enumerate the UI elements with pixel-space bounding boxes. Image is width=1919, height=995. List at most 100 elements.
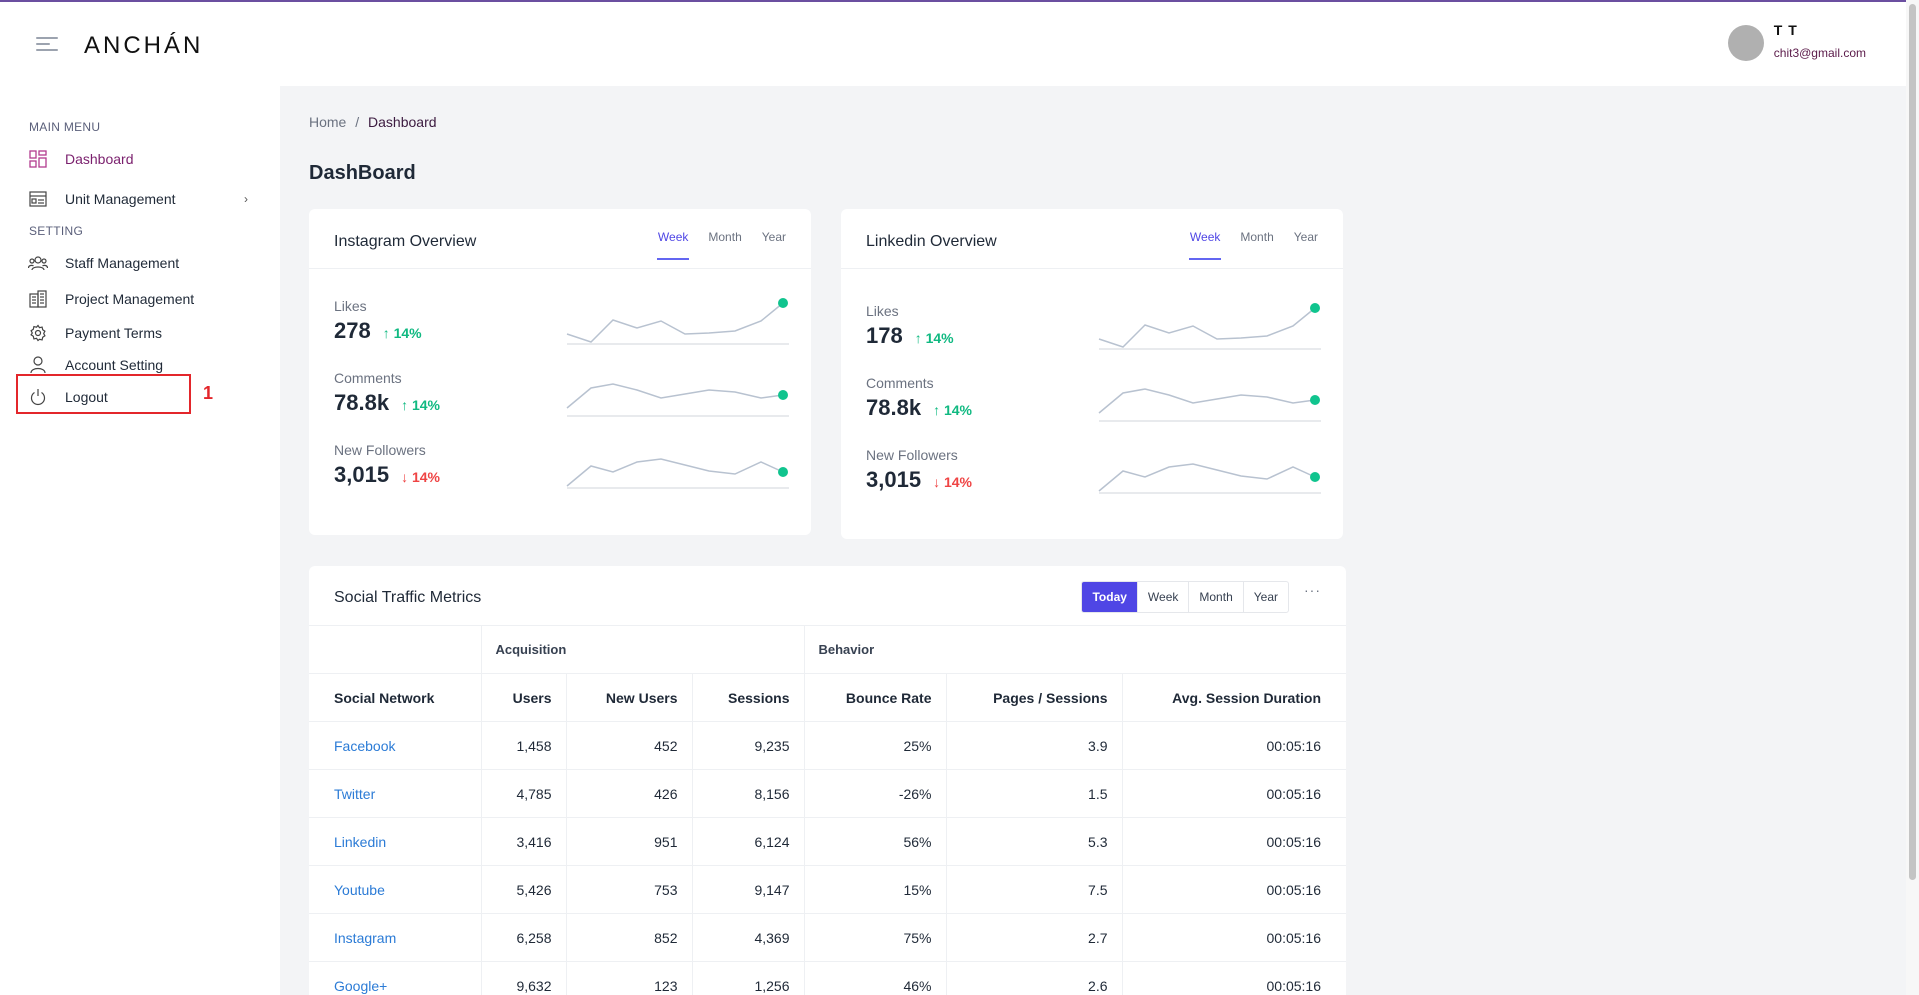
cell-users: 9,632 (480, 961, 566, 995)
network-link[interactable]: Youtube (309, 865, 481, 914)
cell-bounce-rate: 25% (803, 721, 946, 770)
users-icon (28, 253, 48, 273)
likes-sparkline (566, 298, 789, 345)
card-divider (841, 268, 1343, 269)
network-link[interactable]: Google+ (309, 961, 481, 995)
avatar[interactable] (1727, 25, 1764, 61)
page-scrollbar[interactable] (1906, 0, 1919, 995)
range-week[interactable]: Week (1136, 582, 1188, 612)
network-link[interactable]: Facebook (309, 721, 481, 770)
col-sessions: Sessions (691, 673, 804, 722)
page-title: DashBoard (309, 162, 416, 184)
annotation-number: 1 (203, 383, 214, 403)
user-email: chit3@gmail.com (1773, 46, 1866, 60)
metric-label: New Followers (334, 442, 426, 458)
metric-value: 78.8k (866, 395, 922, 420)
cell-sessions: 1,256 (691, 961, 804, 995)
setting-title: SETTING (29, 224, 84, 238)
cell-sessions: 8,156 (691, 769, 804, 818)
user-icon (28, 355, 48, 375)
cell-avg-duration: 00:05:16 (1121, 913, 1346, 962)
group-acquisition: Acquisition (480, 625, 804, 674)
breadcrumb-home[interactable]: Home (309, 114, 347, 130)
breadcrumb: Home / Dashboard (309, 114, 437, 130)
col-new-users: New Users (565, 673, 692, 722)
network-link[interactable]: Twitter (309, 769, 481, 818)
cell-users: 3,416 (480, 817, 566, 866)
col-social-network: Social Network (309, 673, 481, 722)
chevron-right-icon: › (244, 192, 248, 206)
col-bounce-rate: Bounce Rate (803, 673, 946, 722)
range-year[interactable]: Year (1242, 582, 1288, 612)
cell-sessions: 9,147 (691, 865, 804, 914)
hamburger-menu-icon[interactable] (36, 37, 58, 53)
cell-new-users: 852 (565, 913, 692, 962)
cell-pages-sessions: 2.6 (945, 961, 1122, 995)
sidebar-item-account-setting[interactable]: Account Setting (28, 352, 258, 378)
metric-value: 78.8k (334, 390, 390, 415)
social-traffic-card: Social Traffic Metrics Today Week Month … (309, 566, 1346, 995)
cell-users: 5,426 (480, 865, 566, 914)
sidebar-item-label: Account Setting (65, 357, 164, 373)
cell-bounce-rate: 56% (803, 817, 946, 866)
sidebar-item-project-management[interactable]: Project Management (28, 286, 258, 312)
cell-bounce-rate: -26% (803, 769, 946, 818)
main-menu-title: MAIN MENU (29, 120, 101, 134)
table-row: Youtube 5,426 753 9,147 15% 7.5 00:05:16 (309, 865, 1346, 914)
power-icon (28, 387, 48, 407)
cell-sessions: 9,235 (691, 721, 804, 770)
period-tabs: Week Month Year (1170, 230, 1318, 260)
cell-pages-sessions: 5.3 (945, 817, 1122, 866)
metric-new-followers: New Followers 3,015 ↓ 14% (866, 447, 972, 493)
comments-sparkline (566, 383, 789, 417)
table-group-header: Acquisition Behavior (309, 625, 1346, 674)
card-title: Linkedin Overview (866, 233, 997, 250)
tab-year[interactable]: Year (761, 230, 786, 244)
card-divider (309, 268, 811, 269)
followers-sparkline (566, 458, 789, 489)
tab-week[interactable]: Week (1188, 230, 1222, 260)
metric-value: 278 (334, 318, 371, 343)
sidebar-item-payment-terms[interactable]: Payment Terms (28, 320, 258, 346)
cell-avg-duration: 00:05:16 (1121, 721, 1346, 770)
dashboard-icon (28, 149, 48, 169)
unit-icon (28, 189, 48, 209)
sidebar-item-logout[interactable]: Logout (28, 384, 258, 410)
metric-delta-up: ↑ 14% (401, 397, 440, 413)
tab-week[interactable]: Week (656, 230, 690, 260)
brand-logo[interactable]: ANCHÁN (84, 32, 204, 59)
col-pages-sessions: Pages / Sessions (945, 673, 1122, 722)
sidebar-item-label: Staff Management (65, 255, 180, 271)
annotation-highlight-box (16, 374, 191, 414)
tab-month[interactable]: Month (708, 230, 742, 244)
likes-sparkline (1098, 303, 1321, 350)
table-header: Social Network Users New Users Sessions … (309, 673, 1346, 722)
metric-value: 3,015 (866, 467, 922, 492)
network-link[interactable]: Linkedin (309, 817, 481, 866)
range-month[interactable]: Month (1188, 582, 1242, 612)
traffic-table: Acquisition Behavior Social Network User… (309, 625, 1346, 995)
network-link[interactable]: Instagram (309, 913, 481, 962)
cell-sessions: 4,369 (691, 913, 804, 962)
cell-users: 6,258 (480, 913, 566, 962)
table-row: Google+ 9,632 123 1,256 46% 2.6 00:05:16 (309, 961, 1346, 995)
cell-pages-sessions: 1.5 (945, 769, 1122, 818)
more-options-icon[interactable]: ··· (1304, 582, 1321, 598)
tab-month[interactable]: Month (1240, 230, 1274, 244)
linkedin-overview-card: Linkedin Overview Week Month Year Likes … (841, 209, 1343, 539)
sidebar-item-dashboard[interactable]: Dashboard (28, 146, 258, 172)
sidebar-item-label: Project Management (65, 291, 195, 307)
metric-delta-down: ↓ 14% (401, 469, 440, 485)
metric-new-followers: New Followers 3,015 ↓ 14% (334, 442, 440, 488)
metric-comments: Comments 78.8k ↑ 14% (334, 370, 440, 416)
user-profile[interactable]: T T chit3@gmail.com (1727, 22, 1866, 61)
scrollbar-thumb[interactable] (1909, 4, 1916, 880)
range-today[interactable]: Today (1082, 582, 1137, 612)
cell-avg-duration: 00:05:16 (1121, 961, 1346, 995)
metric-delta-up: ↑ 14% (933, 402, 972, 418)
cell-pages-sessions: 2.7 (945, 913, 1122, 962)
cell-bounce-rate: 15% (803, 865, 946, 914)
sidebar-item-staff-management[interactable]: Staff Management (28, 250, 258, 276)
tab-year[interactable]: Year (1293, 230, 1318, 244)
sidebar-item-unit-management[interactable]: Unit Management › (28, 186, 258, 212)
